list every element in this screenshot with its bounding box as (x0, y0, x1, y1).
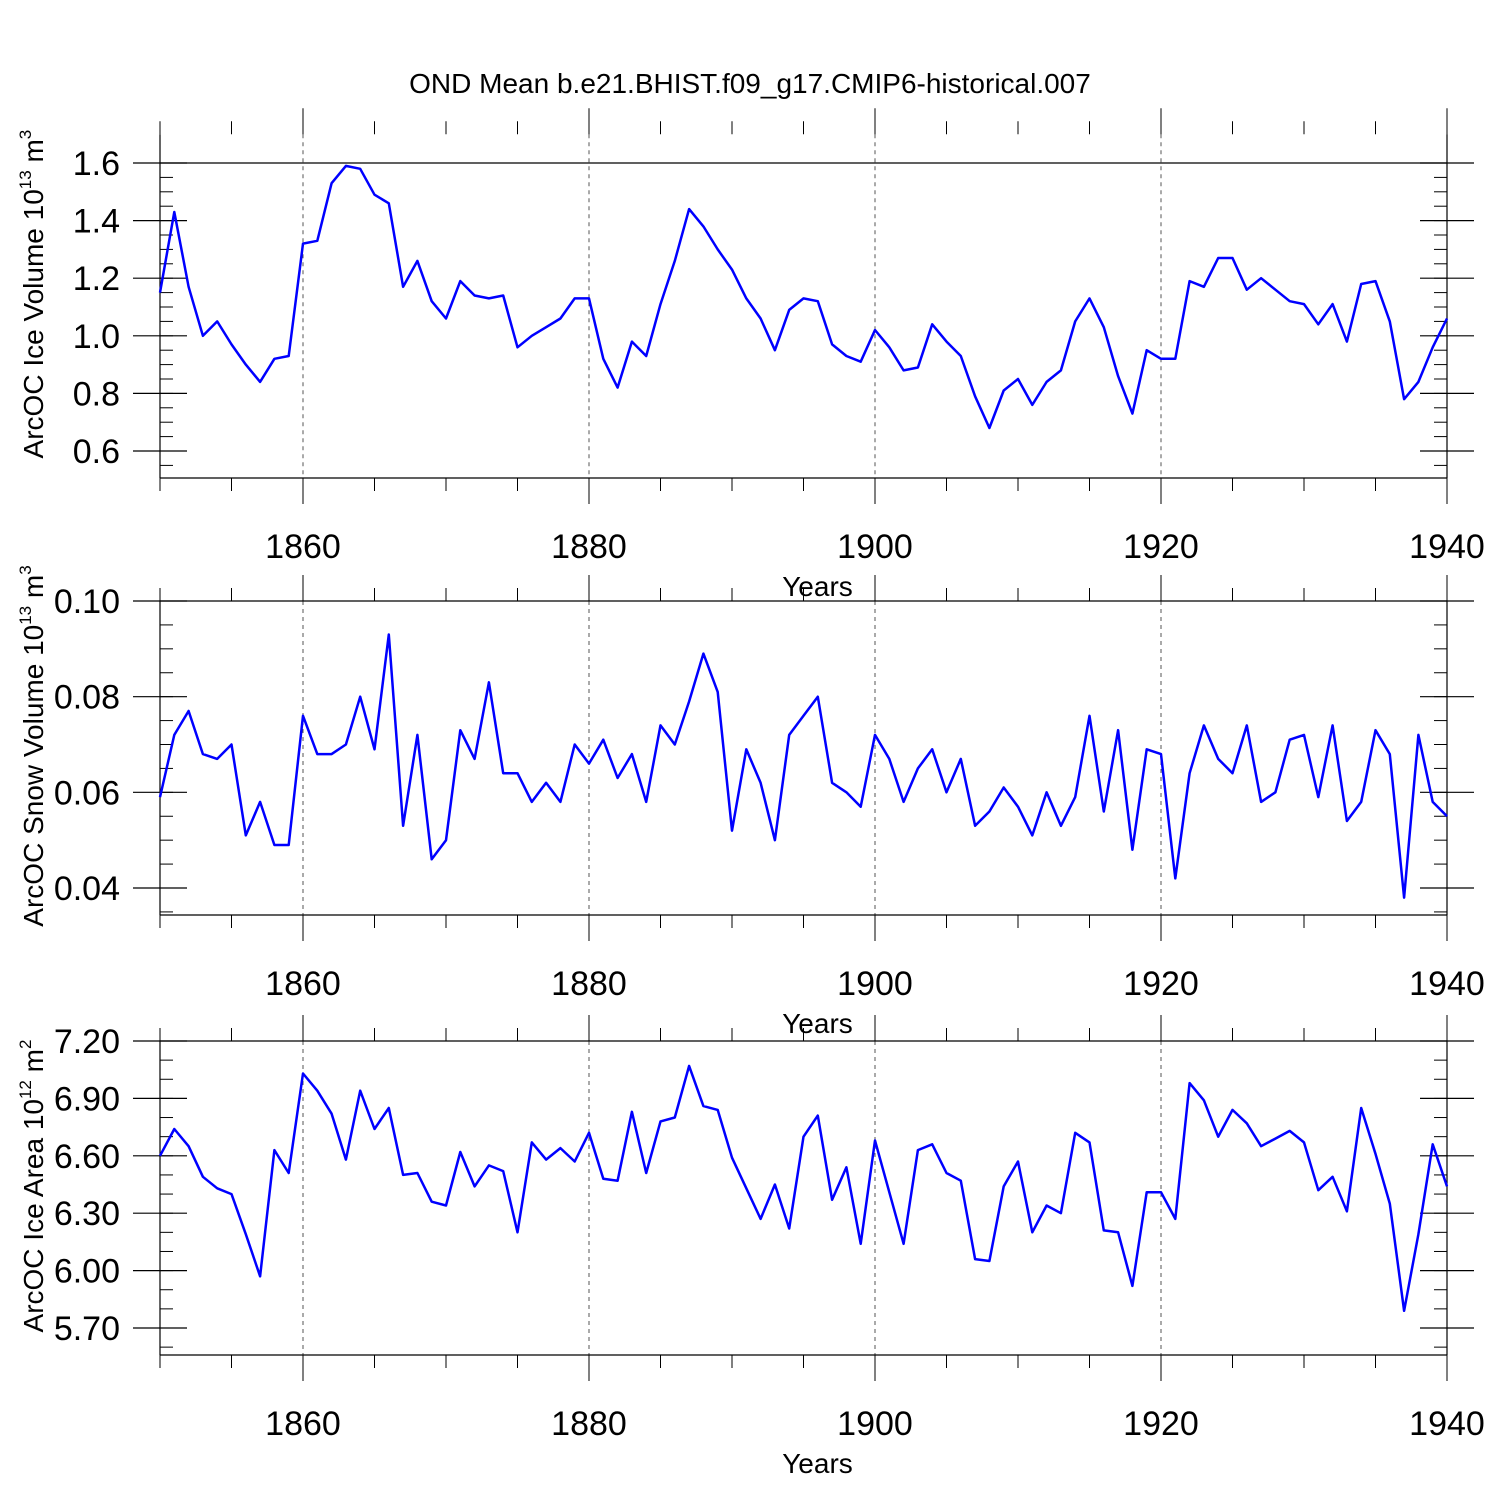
x-tick-label: 1880 (551, 1405, 627, 1443)
panel-ice-area: 5.70 6.00 6.30 6.60 6.90 7.20 1860 1880 1900 1920… (16, 1015, 1485, 1479)
y-tick-label: 1.4 (73, 203, 120, 241)
x-axis-label: Years (782, 1008, 853, 1039)
panel-ice-volume: 0.6 0.8 1.0 1.2 1.4 1.6 1860 1880 1900 1920 1940 Ye… (16, 108, 1485, 602)
x-tick-label: 1940 (1409, 1405, 1485, 1443)
x-tick-label: 1860 (265, 528, 341, 566)
x-tick-label: 1940 (1409, 528, 1485, 566)
x-tick-label: 1860 (265, 965, 341, 1003)
series-line (158, 1064, 1449, 1313)
y-axis-label: ArcOC Snow Volume 1013 m3 (16, 565, 49, 926)
y-tick-label: 5.70 (54, 1310, 120, 1348)
x-tick-label: 1900 (837, 528, 913, 566)
x-tick-label: 1900 (837, 965, 913, 1003)
y-axis-label: ArcOC Ice Volume 1013 m3 (16, 130, 49, 459)
panel-snow-volume: 0.04 0.06 0.08 0.10 1860 1880 1900 1920 1940 Year… (16, 565, 1485, 1039)
x-tick-label: 1860 (265, 1405, 341, 1443)
y-tick-label: 0.06 (54, 774, 120, 812)
y-tick-label: 0.08 (54, 679, 120, 717)
x-tick-label: 1920 (1123, 528, 1199, 566)
y-tick-label: 0.8 (73, 375, 120, 413)
y-tick-label: 6.30 (54, 1195, 120, 1233)
chart-title: OND Mean b.e21.BHIST.f09_g17.CMIP6-histo… (409, 68, 1091, 99)
x-tick-label: 1940 (1409, 965, 1485, 1003)
x-tick-label: 1880 (551, 965, 627, 1003)
y-tick-label: 1.6 (73, 145, 120, 183)
y-tick-label: 0.6 (73, 433, 120, 471)
series-line (158, 164, 1449, 430)
y-tick-label: 0.04 (54, 870, 120, 908)
y-tick-label: 0.10 (54, 583, 120, 621)
y-tick-label: 1.2 (73, 260, 120, 298)
y-tick-label: 7.20 (54, 1023, 120, 1061)
y-tick-label: 6.00 (54, 1253, 120, 1291)
x-axis-label: Years (782, 571, 853, 602)
y-tick-label: 1.0 (73, 318, 120, 356)
series-line (158, 633, 1448, 899)
x-tick-label: 1920 (1123, 1405, 1199, 1443)
x-tick-label: 1920 (1123, 965, 1199, 1003)
y-axis-label: ArcOC Ice Area 1012 m2 (16, 1040, 49, 1333)
x-tick-label: 1900 (837, 1405, 913, 1443)
y-tick-label: 6.90 (54, 1080, 120, 1118)
x-tick-label: 1880 (551, 528, 627, 566)
x-axis-label: Years (782, 1448, 853, 1479)
y-tick-label: 6.60 (54, 1138, 120, 1176)
